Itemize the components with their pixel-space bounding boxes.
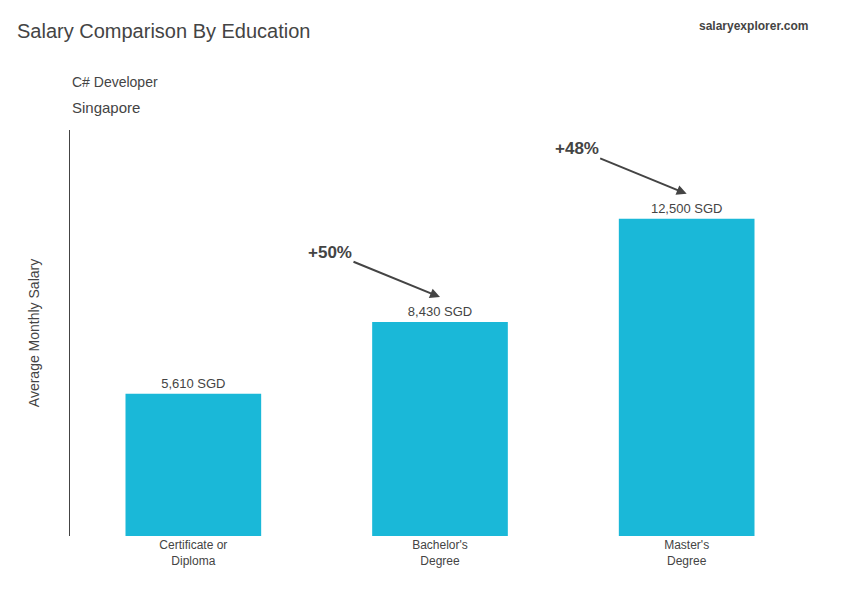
svg-text:Average Monthly Salary: Average Monthly Salary bbox=[26, 259, 42, 407]
svg-text:+50%: +50% bbox=[308, 243, 352, 262]
svg-text:Singapore: Singapore bbox=[72, 99, 140, 116]
svg-text:salaryexplorer.com: salaryexplorer.com bbox=[699, 19, 808, 33]
svg-text:Salary Comparison By Education: Salary Comparison By Education bbox=[17, 20, 310, 42]
svg-text:Bachelor'sDegree: Bachelor'sDegree bbox=[412, 538, 468, 568]
svg-text:C# Developer: C# Developer bbox=[72, 74, 158, 90]
svg-text:Master'sDegree: Master'sDegree bbox=[664, 538, 709, 568]
svg-text:Certificate orDiploma: Certificate orDiploma bbox=[159, 538, 227, 568]
svg-text:+48%: +48% bbox=[555, 139, 599, 158]
svg-text:8,430 SGD: 8,430 SGD bbox=[408, 304, 472, 319]
svg-text:12,500 SGD: 12,500 SGD bbox=[651, 201, 723, 216]
svg-text:5,610 SGD: 5,610 SGD bbox=[161, 376, 225, 391]
